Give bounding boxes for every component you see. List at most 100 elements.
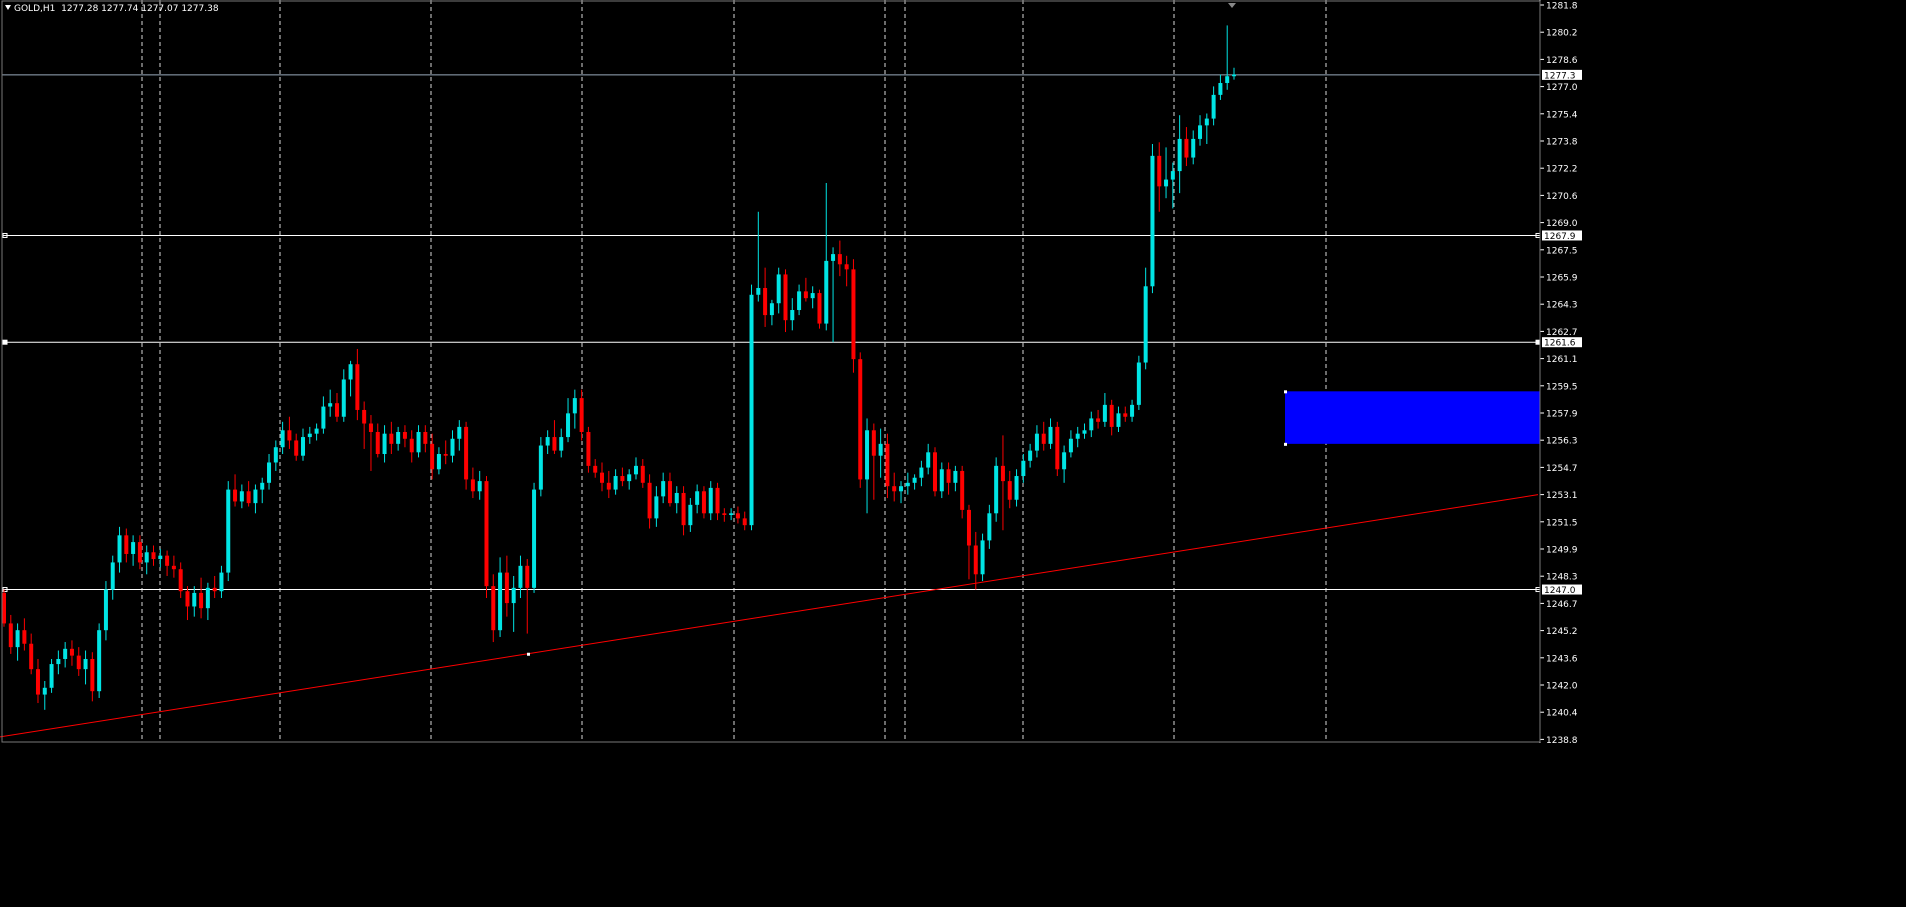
bull-candle <box>103 589 108 631</box>
bull-candle <box>131 542 136 554</box>
bear-candle <box>1007 481 1012 500</box>
bear-candle <box>966 509 971 546</box>
axis-tick-label: 1272.2 <box>1546 165 1578 175</box>
bull-candle <box>477 481 482 492</box>
bear-candle <box>504 572 509 604</box>
bear-candle <box>362 409 367 424</box>
quote-label: 1277.28 1277.74 1277.07 1277.38 <box>61 4 219 14</box>
bull-candle <box>654 496 659 519</box>
bull-candle <box>1048 426 1053 444</box>
bear-candle <box>29 643 34 670</box>
bull-candle <box>790 310 795 321</box>
bull-candle <box>219 572 224 592</box>
plot-frame <box>1 0 1541 743</box>
bull-candle <box>1198 125 1203 139</box>
bear-candle <box>368 423 373 432</box>
bear-candle <box>851 269 856 360</box>
axis-tick-label: 1281.8 <box>1546 2 1578 12</box>
axis-tick-label: 1280.2 <box>1546 29 1578 39</box>
bull-candle <box>1089 418 1094 431</box>
bull-candle <box>532 489 537 588</box>
bull-candle <box>42 687 47 695</box>
bear-candle <box>491 586 496 631</box>
bull-candle <box>797 291 802 311</box>
bear-candle <box>212 587 217 592</box>
bear-candle <box>124 535 129 554</box>
line-handle <box>2 232 8 238</box>
bear-candle <box>715 487 720 514</box>
bear-candle <box>871 430 876 456</box>
rectangle-handle <box>1284 390 1287 394</box>
bull-candle <box>824 260 829 324</box>
bull-candle <box>729 513 734 515</box>
bull-candle <box>436 454 441 470</box>
bull-candle <box>498 572 503 631</box>
bear-candle <box>593 465 598 473</box>
bear-candle <box>763 287 768 316</box>
price-tags: 1277.3 1267.9 1261.6 1247.0 <box>1542 69 1582 596</box>
bear-candle <box>165 555 170 566</box>
bull-candle <box>912 477 917 483</box>
bear-candle <box>443 454 448 456</box>
axis-tick-label: 1278.6 <box>1546 56 1578 66</box>
bull-candle <box>538 445 543 490</box>
bull-candle <box>1034 433 1039 451</box>
bear-candle <box>552 437 557 451</box>
bull-candle <box>110 562 115 590</box>
bull-candle <box>280 430 285 448</box>
rectangle-zone[interactable] <box>1284 390 1540 446</box>
bull-candle <box>49 664 54 688</box>
bear-candle <box>722 513 727 515</box>
bear-candle <box>892 486 897 492</box>
bear-candle <box>246 491 251 504</box>
bear-candle <box>1109 404 1114 427</box>
bull-candle <box>756 287 761 295</box>
symbol-label: GOLD,H1 <box>14 4 56 14</box>
axis-tick-label: 1243.6 <box>1546 654 1578 664</box>
bull-candle <box>1068 438 1073 453</box>
bear-candle <box>1096 418 1101 422</box>
bull-candle <box>674 492 679 504</box>
bear-candle <box>484 481 489 587</box>
price-tag-box <box>1542 337 1582 348</box>
bear-candle <box>430 443 435 470</box>
bull-candle <box>226 489 231 573</box>
bull-candle <box>1170 171 1175 180</box>
axis-tick-label: 1256.3 <box>1546 437 1578 447</box>
bull-candle <box>987 513 992 541</box>
bear-candle <box>1000 465 1005 482</box>
bear-candle <box>1055 426 1060 470</box>
bull-candle <box>1143 286 1148 363</box>
bull-candle <box>953 470 958 483</box>
bull-candle <box>457 426 462 439</box>
bull-candle <box>633 465 638 475</box>
bull-candle <box>192 592 197 607</box>
bear-candle <box>973 545 978 575</box>
bull-candle <box>1082 430 1087 434</box>
price-tag-label: 1267.9 <box>1544 232 1576 242</box>
bear-candle <box>294 440 299 456</box>
trendline[interactable] <box>0 494 1539 738</box>
bear-candle <box>1184 138 1189 158</box>
bull-candle <box>396 431 401 444</box>
bear-candle <box>783 274 788 321</box>
chart-menu-triangle-icon[interactable] <box>5 5 11 10</box>
trendline-segment <box>0 494 1539 738</box>
bull-candle <box>994 465 999 514</box>
bull-candle <box>708 487 713 514</box>
bull-candle <box>1211 94 1216 119</box>
price-tag-label: 1247.0 <box>1544 586 1576 596</box>
bear-candle <box>178 569 183 592</box>
bear-candle <box>69 648 74 656</box>
bull-candle <box>769 303 774 316</box>
bull-candle <box>307 433 312 438</box>
axis-tick-label: 1242.0 <box>1546 682 1578 692</box>
bear-candle <box>1041 433 1046 444</box>
bull-candle <box>1177 138 1182 172</box>
line-handle <box>2 587 8 593</box>
axis-tick-label: 1277.0 <box>1546 83 1578 93</box>
bull-candle <box>695 491 700 505</box>
bull-candle <box>301 437 306 456</box>
shift-marker-icon <box>1228 3 1236 8</box>
